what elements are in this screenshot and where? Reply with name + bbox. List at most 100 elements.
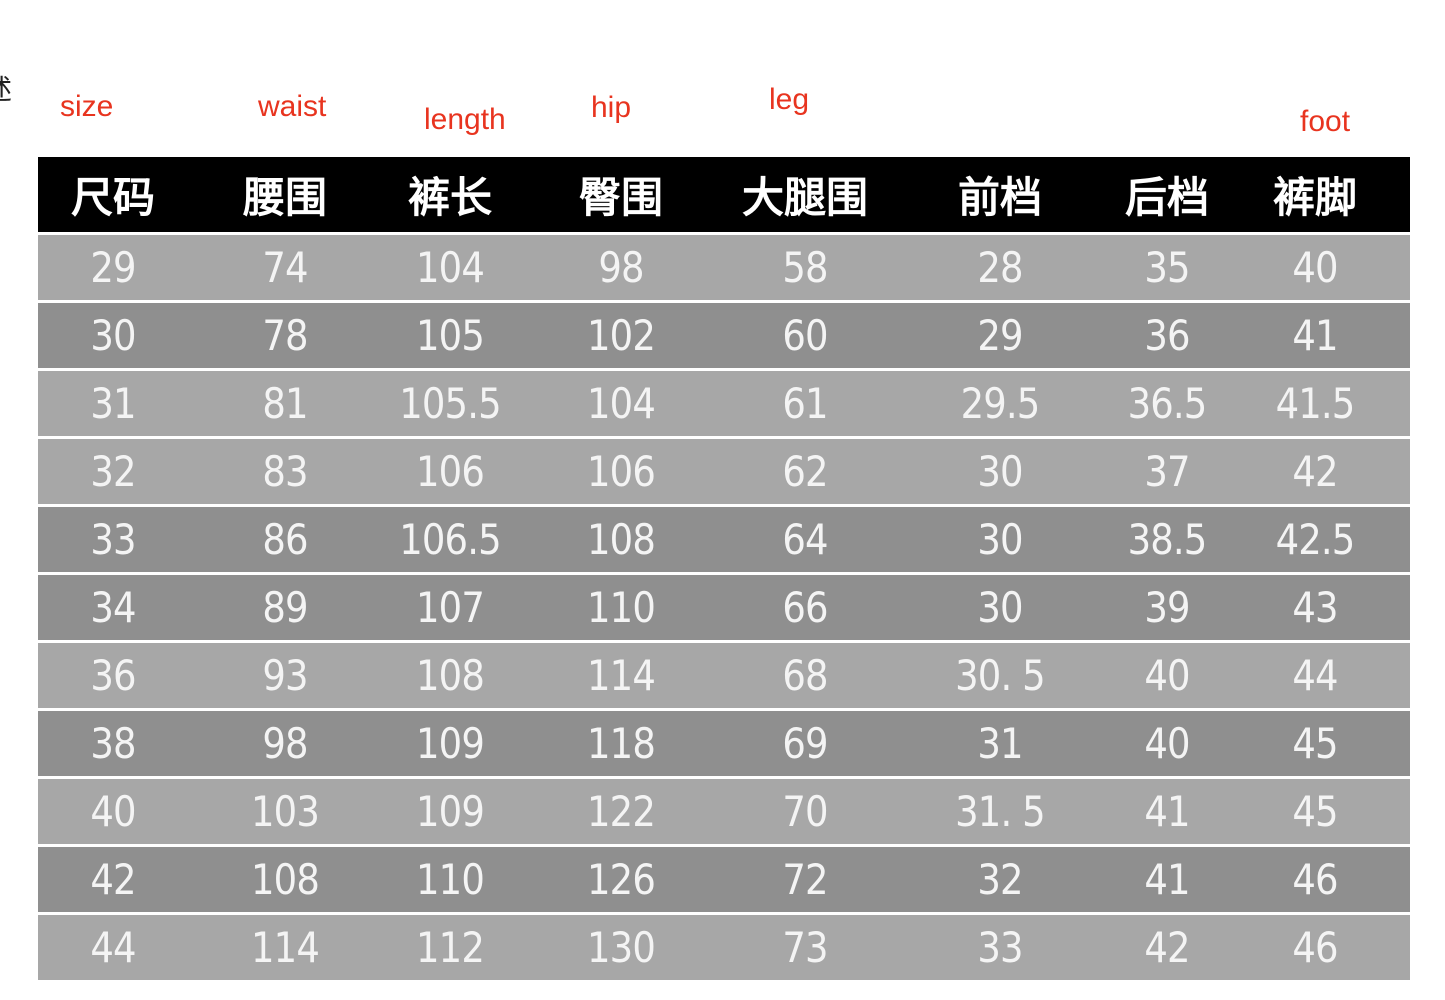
column-annotation: size — [60, 90, 114, 123]
table-cell: 32 — [977, 855, 1023, 904]
table-cell: 30 — [90, 311, 136, 360]
column-annotation: waist — [258, 90, 327, 123]
table-cell: 42 — [1144, 923, 1190, 972]
table-row: 31 81 105.5 104 61 29.5 36.5 41.5 — [38, 371, 1410, 436]
table-cell: 106.5 — [399, 515, 501, 564]
table-cell: 46 — [1292, 923, 1338, 972]
table-cell: 29.5 — [960, 379, 1041, 428]
table-row: 29 74 104 98 58 28 35 40 — [38, 235, 1410, 300]
table-cell: 66 — [782, 583, 828, 632]
table-cell: 106 — [587, 447, 656, 496]
table-cell: 109 — [416, 787, 485, 836]
table-cell: 108 — [587, 515, 656, 564]
table-cell: 114 — [251, 923, 320, 972]
size-table: 尺码 腰围 裤长 臀围 大腿围 前档 后档 裤脚 29 74 104 98 58 28 35 40 30 78 10… — [38, 157, 1410, 980]
table-cell: 30. 5 — [955, 651, 1046, 700]
header-cell: 裤长 — [407, 173, 493, 222]
table-cell: 29 — [90, 243, 136, 292]
table-row: 36 93 108 114 68 30. 5 40 44 — [38, 643, 1410, 708]
table-cell: 38 — [90, 719, 136, 768]
table-cell: 28 — [977, 243, 1023, 292]
table-cell: 31 — [90, 379, 136, 428]
table-cell: 109 — [416, 719, 485, 768]
table-cell: 45 — [1292, 719, 1338, 768]
table-cell: 104 — [416, 243, 485, 292]
table-cell: 105 — [416, 311, 485, 360]
table-cell: 86 — [262, 515, 308, 564]
table-cell: 36.5 — [1127, 379, 1208, 428]
table-cell: 37 — [1144, 447, 1190, 496]
table-cell: 83 — [262, 447, 308, 496]
table-cell: 33 — [977, 923, 1023, 972]
table-cell: 40 — [1144, 719, 1190, 768]
table-cell: 62 — [782, 447, 828, 496]
table-cell: 60 — [782, 311, 828, 360]
table-cell: 41.5 — [1275, 379, 1356, 428]
column-annotation: length — [424, 103, 506, 136]
table-cell: 108 — [416, 651, 485, 700]
table-cell: 29 — [977, 311, 1023, 360]
table-cell: 73 — [782, 923, 828, 972]
header-cell: 大腿围 — [741, 173, 869, 222]
table-cell: 30 — [977, 515, 1023, 564]
table-cell: 43 — [1292, 583, 1338, 632]
table-cell: 108 — [251, 855, 320, 904]
table-cell: 44 — [1292, 651, 1338, 700]
table-row: 42 108 110 126 72 32 41 46 — [38, 847, 1410, 912]
table-cell: 33 — [90, 515, 136, 564]
table-cell: 44 — [90, 923, 136, 972]
table-cell: 81 — [262, 379, 308, 428]
table-cell: 72 — [782, 855, 828, 904]
table-cell: 106 — [416, 447, 485, 496]
table-cell: 58 — [782, 243, 828, 292]
table-cell: 41 — [1292, 311, 1338, 360]
header-cell: 腰围 — [242, 173, 328, 222]
table-cell: 42.5 — [1275, 515, 1356, 564]
table-cell: 35 — [1144, 243, 1190, 292]
table-cell: 68 — [782, 651, 828, 700]
table-cell: 41 — [1144, 787, 1190, 836]
table-cell: 40 — [1144, 651, 1190, 700]
table-cell: 98 — [598, 243, 644, 292]
table-cell: 41 — [1144, 855, 1190, 904]
table-cell: 89 — [262, 583, 308, 632]
table-cell: 45 — [1292, 787, 1338, 836]
header-row: 尺码 腰围 裤长 臀围 大腿围 前档 后档 裤脚 — [38, 157, 1410, 232]
table-cell: 102 — [587, 311, 656, 360]
table-row: 34 89 107 110 66 30 39 43 — [38, 575, 1410, 640]
table-cell: 31 — [977, 719, 1023, 768]
column-annotation: foot — [1300, 105, 1351, 138]
table-cell: 74 — [262, 243, 308, 292]
table-cell: 36 — [90, 651, 136, 700]
table-cell: 122 — [587, 787, 656, 836]
header-cell: 前档 — [957, 173, 1043, 222]
table-row: 30 78 105 102 60 29 36 41 — [38, 303, 1410, 368]
cut-off-glyph: 述 — [0, 76, 12, 104]
table-cell: 130 — [587, 923, 656, 972]
table-cell: 114 — [587, 651, 656, 700]
table-row: 44 114 112 130 73 33 42 46 — [38, 915, 1410, 980]
table-cell: 39 — [1144, 583, 1190, 632]
table-cell: 103 — [251, 787, 320, 836]
table-cell: 93 — [262, 651, 308, 700]
table-cell: 30 — [977, 447, 1023, 496]
header-cell: 尺码 — [70, 173, 156, 222]
table-cell: 40 — [90, 787, 136, 836]
table-cell: 110 — [587, 583, 656, 632]
table-cell: 32 — [90, 447, 136, 496]
table-cell: 98 — [262, 719, 308, 768]
table-cell: 64 — [782, 515, 828, 564]
table-cell: 36 — [1144, 311, 1190, 360]
header-cell: 后档 — [1124, 173, 1210, 222]
header-cell: 臀围 — [578, 173, 664, 222]
table-cell: 112 — [416, 923, 485, 972]
table-cell: 34 — [90, 583, 136, 632]
header-cell: 裤脚 — [1272, 173, 1358, 222]
table-cell: 126 — [587, 855, 656, 904]
table-cell: 118 — [587, 719, 656, 768]
table-cell: 38.5 — [1127, 515, 1208, 564]
table-row: 32 83 106 106 62 30 37 42 — [38, 439, 1410, 504]
table-cell: 61 — [782, 379, 828, 428]
table-cell: 104 — [587, 379, 656, 428]
